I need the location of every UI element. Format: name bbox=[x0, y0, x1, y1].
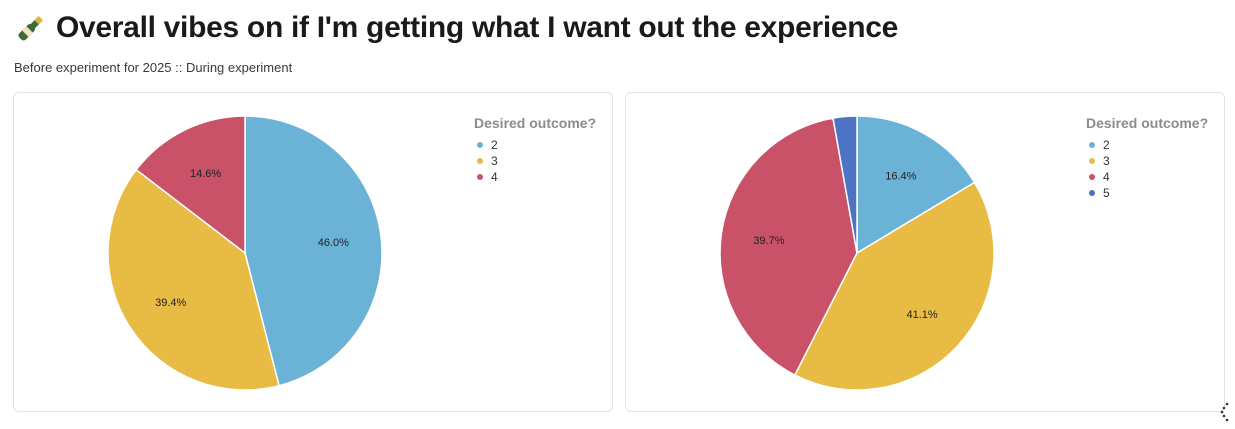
chart-panel-during: 16.4% 41.1% 39.7% Desired outcome? 2 3 4 5 bbox=[625, 92, 1225, 412]
legend-dot-icon bbox=[1089, 190, 1095, 196]
pie-chart-before: 46.0% 39.4% 14.6% bbox=[107, 115, 383, 391]
champagne-bottle-icon bbox=[14, 11, 48, 45]
legend-label: 5 bbox=[1103, 186, 1110, 200]
legend-during: Desired outcome? 2 3 4 5 bbox=[1086, 115, 1208, 201]
pie-slice-5[interactable] bbox=[832, 115, 858, 254]
legend-dot-icon bbox=[1089, 174, 1095, 180]
legend-before: Desired outcome? 2 3 4 bbox=[474, 115, 596, 185]
legend-item-2[interactable]: 2 bbox=[1086, 137, 1208, 153]
chart-panel-before: 46.0% 39.4% 14.6% Desired outcome? 2 3 4 bbox=[13, 92, 613, 412]
pie-slice-3[interactable] bbox=[793, 181, 995, 391]
legend-dot-icon bbox=[477, 142, 483, 148]
legend-title: Desired outcome? bbox=[1086, 115, 1209, 131]
legend-item-5[interactable]: 5 bbox=[1086, 185, 1208, 201]
legend-item-3[interactable]: 3 bbox=[474, 153, 596, 169]
legend-dot-icon bbox=[1089, 142, 1095, 148]
legend-label: 3 bbox=[491, 154, 498, 168]
legend-title: Desired outcome? bbox=[474, 115, 597, 131]
page-subtitle: Before experiment for 2025 :: During exp… bbox=[14, 60, 293, 75]
legend-item-2[interactable]: 2 bbox=[474, 137, 596, 153]
legend-dot-icon bbox=[477, 158, 483, 164]
legend-label: 3 bbox=[1103, 154, 1110, 168]
slice-label-3: 41.1% bbox=[907, 309, 938, 321]
legend-label: 2 bbox=[491, 138, 498, 152]
legend-item-4[interactable]: 4 bbox=[474, 169, 596, 185]
slice-label-2: 16.4% bbox=[885, 171, 916, 183]
slice-label-2: 46.0% bbox=[318, 237, 349, 249]
pie-slice-2[interactable] bbox=[856, 115, 976, 255]
page-title: Overall vibes on if I'm getting what I w… bbox=[56, 11, 899, 44]
slice-label-4: 14.6% bbox=[190, 168, 221, 180]
legend-dot-icon bbox=[477, 174, 483, 180]
pie-slice-4[interactable] bbox=[135, 115, 246, 255]
legend-item-3[interactable]: 3 bbox=[1086, 153, 1208, 169]
pie-slice-3[interactable] bbox=[107, 168, 280, 391]
slice-label-3: 39.4% bbox=[155, 297, 186, 309]
legend-item-4[interactable]: 4 bbox=[1086, 169, 1208, 185]
legend-label: 2 bbox=[1103, 138, 1110, 152]
pie-slice-2[interactable] bbox=[244, 115, 383, 387]
page-header: Overall vibes on if I'm getting what I w… bbox=[14, 8, 898, 48]
pie-chart-during: 16.4% 41.1% 39.7% bbox=[719, 115, 995, 391]
legend-label: 4 bbox=[1103, 170, 1110, 184]
legend-dot-icon bbox=[1089, 158, 1095, 164]
pie-slice-4[interactable] bbox=[719, 117, 858, 377]
resize-handle-icon[interactable] bbox=[1217, 398, 1235, 424]
legend-label: 4 bbox=[491, 170, 498, 184]
slice-label-4: 39.7% bbox=[753, 235, 784, 247]
